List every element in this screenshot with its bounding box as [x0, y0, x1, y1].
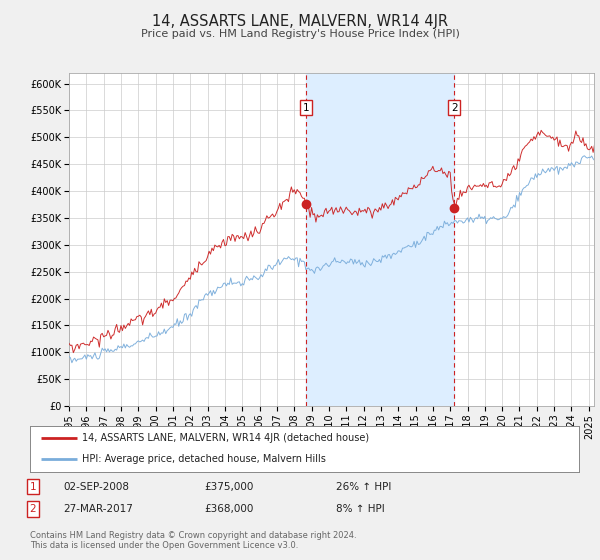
Text: Price paid vs. HM Land Registry's House Price Index (HPI): Price paid vs. HM Land Registry's House …: [140, 29, 460, 39]
Text: 1: 1: [302, 103, 309, 113]
Text: HPI: Average price, detached house, Malvern Hills: HPI: Average price, detached house, Malv…: [82, 454, 326, 464]
Text: 2: 2: [451, 103, 457, 113]
Text: 26% ↑ HPI: 26% ↑ HPI: [336, 482, 391, 492]
Text: 02-SEP-2008: 02-SEP-2008: [63, 482, 129, 492]
Text: 14, ASSARTS LANE, MALVERN, WR14 4JR: 14, ASSARTS LANE, MALVERN, WR14 4JR: [152, 14, 448, 29]
Text: £375,000: £375,000: [204, 482, 253, 492]
Text: 8% ↑ HPI: 8% ↑ HPI: [336, 504, 385, 514]
Text: Contains HM Land Registry data © Crown copyright and database right 2024.
This d: Contains HM Land Registry data © Crown c…: [30, 531, 356, 550]
Bar: [306, 73, 454, 406]
Text: 2: 2: [29, 504, 37, 514]
Text: £368,000: £368,000: [204, 504, 253, 514]
Text: 14, ASSARTS LANE, MALVERN, WR14 4JR (detached house): 14, ASSARTS LANE, MALVERN, WR14 4JR (det…: [82, 433, 369, 443]
Text: 27-MAR-2017: 27-MAR-2017: [63, 504, 133, 514]
Text: 1: 1: [29, 482, 37, 492]
